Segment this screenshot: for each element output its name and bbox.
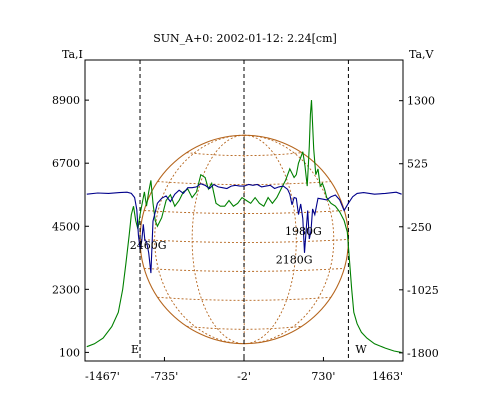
longitude-line bbox=[244, 134, 297, 345]
x-tick-label: -1467' bbox=[85, 370, 120, 383]
left-tick-label: 2300 bbox=[52, 283, 80, 296]
polarization-series-line bbox=[86, 183, 402, 274]
latitude-line bbox=[144, 210, 345, 214]
chart-title: SUN_A+0: 2002-01-12: 2.24[cm] bbox=[153, 32, 337, 45]
x-tick-label: 1463' bbox=[372, 370, 403, 383]
series-group bbox=[86, 100, 402, 353]
right-tick-label: -250 bbox=[407, 221, 432, 234]
latitude-line bbox=[157, 296, 331, 301]
right-tick-label: -1025 bbox=[407, 284, 439, 297]
intensity-series-line bbox=[86, 100, 402, 353]
left-tick-label: 6700 bbox=[52, 157, 80, 170]
x-tick-label: -2' bbox=[237, 370, 251, 383]
left-tick-label: 100 bbox=[59, 346, 80, 359]
x-tick-label: -735' bbox=[151, 370, 179, 383]
longitude-line bbox=[244, 134, 335, 345]
left-tick-label: 4500 bbox=[52, 220, 80, 233]
latitude-line bbox=[157, 181, 331, 186]
right-axis-label: Ta,V bbox=[409, 48, 435, 61]
limb-label: W bbox=[355, 343, 367, 356]
annotation-label: 2460G bbox=[130, 239, 167, 252]
plot-frame bbox=[84, 59, 404, 362]
right-tick-label: 1300 bbox=[407, 95, 435, 108]
annotation-label: 1980G bbox=[285, 225, 322, 238]
right-tick-label: -1800 bbox=[407, 347, 439, 360]
x-tick-label: 730' bbox=[311, 370, 335, 383]
right-tick-label: 525 bbox=[407, 158, 428, 171]
axis-ticks: 100 2300 4500 6700 8900 1300 525 -250 -1025 -1800… bbox=[52, 94, 439, 383]
left-axis-label: Ta,I bbox=[62, 48, 83, 61]
limb-label: E bbox=[131, 343, 139, 356]
longitude-line bbox=[154, 134, 245, 345]
left-tick-label: 8900 bbox=[52, 94, 80, 107]
annotations: 2460G 1980G 2180G bbox=[130, 225, 322, 267]
annotation-label: 2180G bbox=[276, 254, 313, 267]
longitude-line bbox=[191, 134, 245, 345]
